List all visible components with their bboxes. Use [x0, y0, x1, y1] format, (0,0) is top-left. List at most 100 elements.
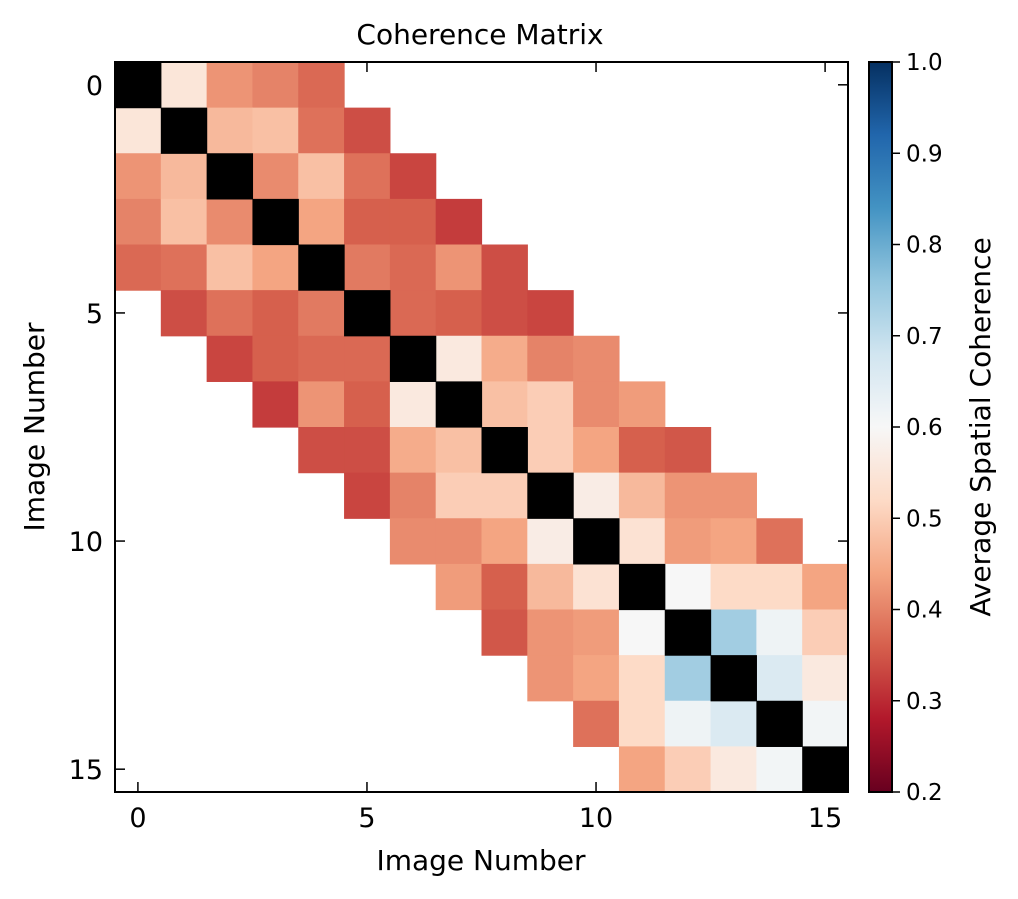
- diagonal-cell: [435, 381, 483, 428]
- heatmap-cell: [344, 427, 391, 474]
- heatmap-cell: [481, 244, 528, 291]
- heatmap-cell: [527, 563, 574, 611]
- heatmap-cell: [618, 472, 666, 519]
- heatmap-cell: [252, 244, 299, 291]
- y-axis-label: Image Number: [18, 322, 51, 532]
- diagonal-cell: [206, 153, 254, 200]
- colorbar-tick-label: 1.0: [906, 50, 943, 76]
- colorbar-tick-label: 0.7: [906, 324, 943, 350]
- heatmap-cell: [481, 563, 528, 611]
- heatmap-cell: [252, 290, 299, 337]
- heatmap-cell: [573, 381, 620, 428]
- heatmap-cell: [160, 153, 208, 200]
- heatmap-cell: [115, 153, 162, 200]
- heatmap-cell: [206, 198, 254, 246]
- colorbar-tick-label: 0.6: [906, 415, 943, 441]
- heatmap-cell: [618, 700, 666, 747]
- heatmap-cell: [664, 700, 712, 747]
- heatmap-cell: [756, 609, 803, 656]
- x-tick-label: 5: [358, 803, 375, 834]
- heatmap-cell: [664, 427, 712, 474]
- colorbar-ticks: 0.2 0.3 0.4 0.5 0.6 0.7 0.8 0.9 1.0: [892, 50, 943, 806]
- heatmap-cell: [710, 700, 757, 747]
- diagonal-cell: [252, 198, 299, 246]
- heatmap-cell: [160, 290, 208, 337]
- heatmap-cell: [527, 609, 574, 656]
- heatmap-cell: [618, 655, 666, 702]
- heatmap-cell: [527, 381, 574, 428]
- colorbar-tick-label: 0.9: [906, 141, 943, 167]
- x-axis-ticks: 0 5 10 15: [129, 62, 842, 834]
- heatmap-cell: [298, 153, 345, 200]
- heatmap-cell: [527, 290, 574, 337]
- heatmap-cell: [756, 563, 803, 611]
- heatmap-cell: [389, 518, 437, 565]
- heatmap-cell: [573, 472, 620, 519]
- heatmap-cell: [344, 335, 391, 382]
- heatmap-cell: [252, 335, 299, 382]
- heatmap-cell: [389, 472, 437, 519]
- heatmap-cell: [344, 198, 391, 246]
- heatmap-cell: [710, 472, 757, 519]
- colorbar-tick-label: 0.4: [906, 598, 943, 624]
- heatmap-cell: [389, 153, 437, 200]
- heatmap-cell: [389, 290, 437, 337]
- heatmap-cell: [298, 107, 345, 154]
- heatmap-cell: [298, 427, 345, 474]
- heatmap-cell: [206, 335, 254, 382]
- heatmap-cell: [252, 153, 299, 200]
- heatmap-cell: [344, 472, 391, 519]
- heatmap-cell: [344, 153, 391, 200]
- heatmap-cell: [115, 198, 162, 246]
- heatmap-cell: [710, 518, 757, 565]
- heatmap-cell: [481, 609, 528, 656]
- heatmap-cell: [481, 290, 528, 337]
- colorbar-tick-label: 0.2: [906, 780, 943, 806]
- heatmap-cell: [435, 518, 483, 565]
- heatmap-cell: [298, 381, 345, 428]
- heatmap-cell: [206, 62, 254, 109]
- heatmap-cell: [573, 655, 620, 702]
- plot-frame: [114, 61, 849, 793]
- heatmap-cell: [344, 107, 391, 154]
- heatmap-cell: [298, 62, 345, 109]
- colorbar-gradient: [869, 62, 892, 792]
- diagonal-cell: [389, 335, 437, 382]
- y-axis-ticks: 0 5 10 15: [69, 71, 848, 786]
- heatmap-cell: [802, 655, 849, 702]
- heatmap-cell: [618, 518, 666, 565]
- heatmap-cells: [115, 62, 849, 793]
- y-tick-label: 0: [86, 71, 103, 102]
- heatmap-cell: [115, 244, 162, 291]
- heatmap-cell: [298, 198, 345, 246]
- y-tick-label: 15: [69, 755, 103, 786]
- heatmap-cell: [710, 746, 757, 793]
- heatmap-cell: [573, 563, 620, 611]
- heatmap-cell: [802, 609, 849, 656]
- heatmap-cell: [802, 700, 849, 747]
- diagonal-cell: [710, 655, 757, 702]
- heatmap-cell: [389, 244, 437, 291]
- heatmap-cell: [160, 62, 208, 109]
- heatmap-cell: [527, 427, 574, 474]
- heatmap-cell: [344, 381, 391, 428]
- diagonal-cell: [344, 290, 391, 337]
- heatmap-cell: [618, 381, 666, 428]
- x-tick-label: 10: [579, 803, 613, 834]
- heatmap-cell: [710, 609, 757, 656]
- colorbar-tick-label: 0.3: [906, 689, 943, 715]
- heatmap-cell: [435, 563, 483, 611]
- heatmap-cell: [618, 427, 666, 474]
- heatmap-cell: [527, 655, 574, 702]
- heatmap-cell: [756, 518, 803, 565]
- heatmap-cell: [664, 655, 712, 702]
- heatmap-cell: [527, 335, 574, 382]
- heatmap-cell: [664, 518, 712, 565]
- y-tick-label: 10: [69, 527, 103, 558]
- heatmap-cell: [664, 746, 712, 793]
- heatmap-cell: [664, 563, 712, 611]
- heatmap-cell: [435, 244, 483, 291]
- heatmap-cell: [664, 472, 712, 519]
- heatmap-cell: [618, 746, 666, 793]
